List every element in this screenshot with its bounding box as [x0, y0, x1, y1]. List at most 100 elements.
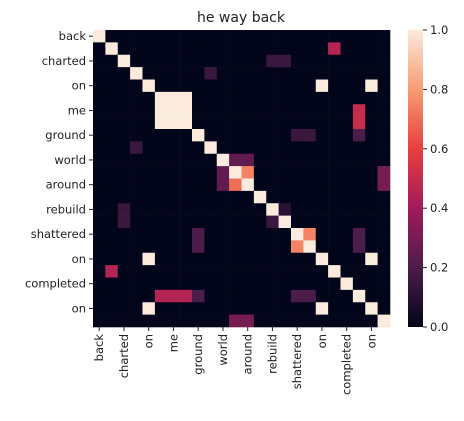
heatmap-cell — [340, 79, 354, 93]
heatmap-cell — [365, 265, 378, 278]
heatmap-cell — [241, 104, 255, 117]
heatmap-cell — [266, 252, 279, 266]
heatmap-cell — [117, 178, 131, 192]
heatmap-cell — [93, 67, 106, 80]
heatmap-cell — [204, 252, 218, 266]
heatmap-cell — [266, 153, 279, 167]
heatmap-cell — [352, 178, 366, 192]
heatmap-cell — [179, 129, 193, 142]
heatmap-cell — [328, 203, 341, 216]
y-tick-label: back — [59, 29, 87, 43]
heatmap-cell — [130, 166, 143, 179]
heatmap-cell — [365, 190, 378, 204]
heatmap-cell — [377, 104, 391, 117]
heatmap-cell — [303, 116, 317, 130]
heatmap-cell — [253, 166, 267, 179]
heatmap-cell — [154, 54, 168, 68]
heatmap-cell — [241, 30, 255, 43]
heatmap-cell — [204, 153, 218, 167]
heatmap-cell — [117, 129, 131, 142]
heatmap-cell — [365, 203, 378, 216]
heatmap-cell — [93, 314, 106, 328]
heatmap-cell — [352, 228, 366, 241]
heatmap-cell — [142, 265, 156, 278]
heatmap-cell — [167, 240, 180, 254]
heatmap-cell — [142, 178, 156, 192]
heatmap-cell — [340, 314, 354, 328]
heatmap-cell — [278, 79, 292, 93]
heatmap-cell — [179, 190, 193, 204]
heatmap-cell — [192, 314, 205, 328]
heatmap-cell — [105, 190, 119, 204]
heatmap-cell — [93, 116, 106, 130]
heatmap-cell — [192, 289, 205, 303]
heatmap-cell — [216, 91, 230, 105]
heatmap-cell — [328, 67, 341, 80]
heatmap-cell — [130, 277, 143, 291]
heatmap-cell — [377, 54, 391, 68]
heatmap-cell — [352, 265, 366, 278]
heatmap-cell — [352, 166, 366, 179]
heatmap-cell — [216, 79, 230, 93]
heatmap-cell — [266, 289, 279, 303]
heatmap-cell — [154, 178, 168, 192]
heatmap-cell — [192, 141, 205, 155]
heatmap-cell — [167, 153, 180, 167]
heatmap-cell — [328, 166, 341, 179]
heatmap-cell — [167, 178, 180, 192]
heatmap-cell — [105, 141, 119, 155]
heatmap-cell — [93, 289, 106, 303]
heatmap-cell — [179, 91, 193, 105]
heatmap-cell — [117, 141, 131, 155]
heatmap-cell — [229, 91, 242, 105]
heatmap-cell — [278, 141, 292, 155]
heatmap-cell — [241, 116, 255, 130]
heatmap-cell — [142, 30, 156, 43]
heatmap-cell — [303, 91, 317, 105]
heatmap-cell — [192, 166, 205, 179]
y-tick-label: ground — [45, 128, 86, 142]
heatmap-cell — [216, 67, 230, 80]
heatmap-cell — [352, 302, 366, 315]
heatmap-cell — [340, 116, 354, 130]
heatmap-cell — [278, 203, 292, 216]
heatmap-cell — [93, 166, 106, 179]
heatmap-cell — [328, 302, 341, 315]
heatmap-cell — [229, 104, 242, 117]
heatmap-cell — [365, 289, 378, 303]
heatmap-cell — [130, 302, 143, 315]
heatmap-cell — [142, 91, 156, 105]
heatmap-cell — [105, 240, 119, 254]
heatmap-cell — [93, 203, 106, 216]
heatmap-cell — [154, 30, 168, 43]
heatmap-cell — [117, 91, 131, 105]
heatmap-cell — [142, 104, 156, 117]
heatmap-cell — [315, 228, 329, 241]
heatmap-cell — [204, 54, 218, 68]
heatmap-cell — [142, 228, 156, 241]
heatmap-cell — [365, 54, 378, 68]
heatmap-cell — [93, 228, 106, 241]
heatmap-cell — [142, 302, 156, 315]
heatmap-cell — [291, 289, 304, 303]
heatmap-cell — [278, 240, 292, 254]
heatmap-cell — [328, 228, 341, 241]
heatmap-cell — [278, 116, 292, 130]
heatmap-cell — [241, 228, 255, 241]
heatmap-cell — [204, 91, 218, 105]
heatmap-cell — [365, 215, 378, 229]
heatmap-cell — [130, 215, 143, 229]
heatmap-cell — [167, 252, 180, 266]
heatmap-cell — [315, 240, 329, 254]
y-tick-label: rebuild — [46, 202, 86, 216]
heatmap-cell — [105, 166, 119, 179]
heatmap-cell — [216, 228, 230, 241]
heatmap-cell — [216, 30, 230, 43]
heatmap-cell — [179, 228, 193, 241]
heatmap-cell — [328, 314, 341, 328]
x-tick-label: on — [364, 334, 378, 348]
heatmap-cell — [303, 252, 317, 266]
heatmap-cell — [154, 104, 168, 117]
heatmap-cell — [266, 265, 279, 278]
y-tick-label: shattered — [31, 227, 86, 241]
